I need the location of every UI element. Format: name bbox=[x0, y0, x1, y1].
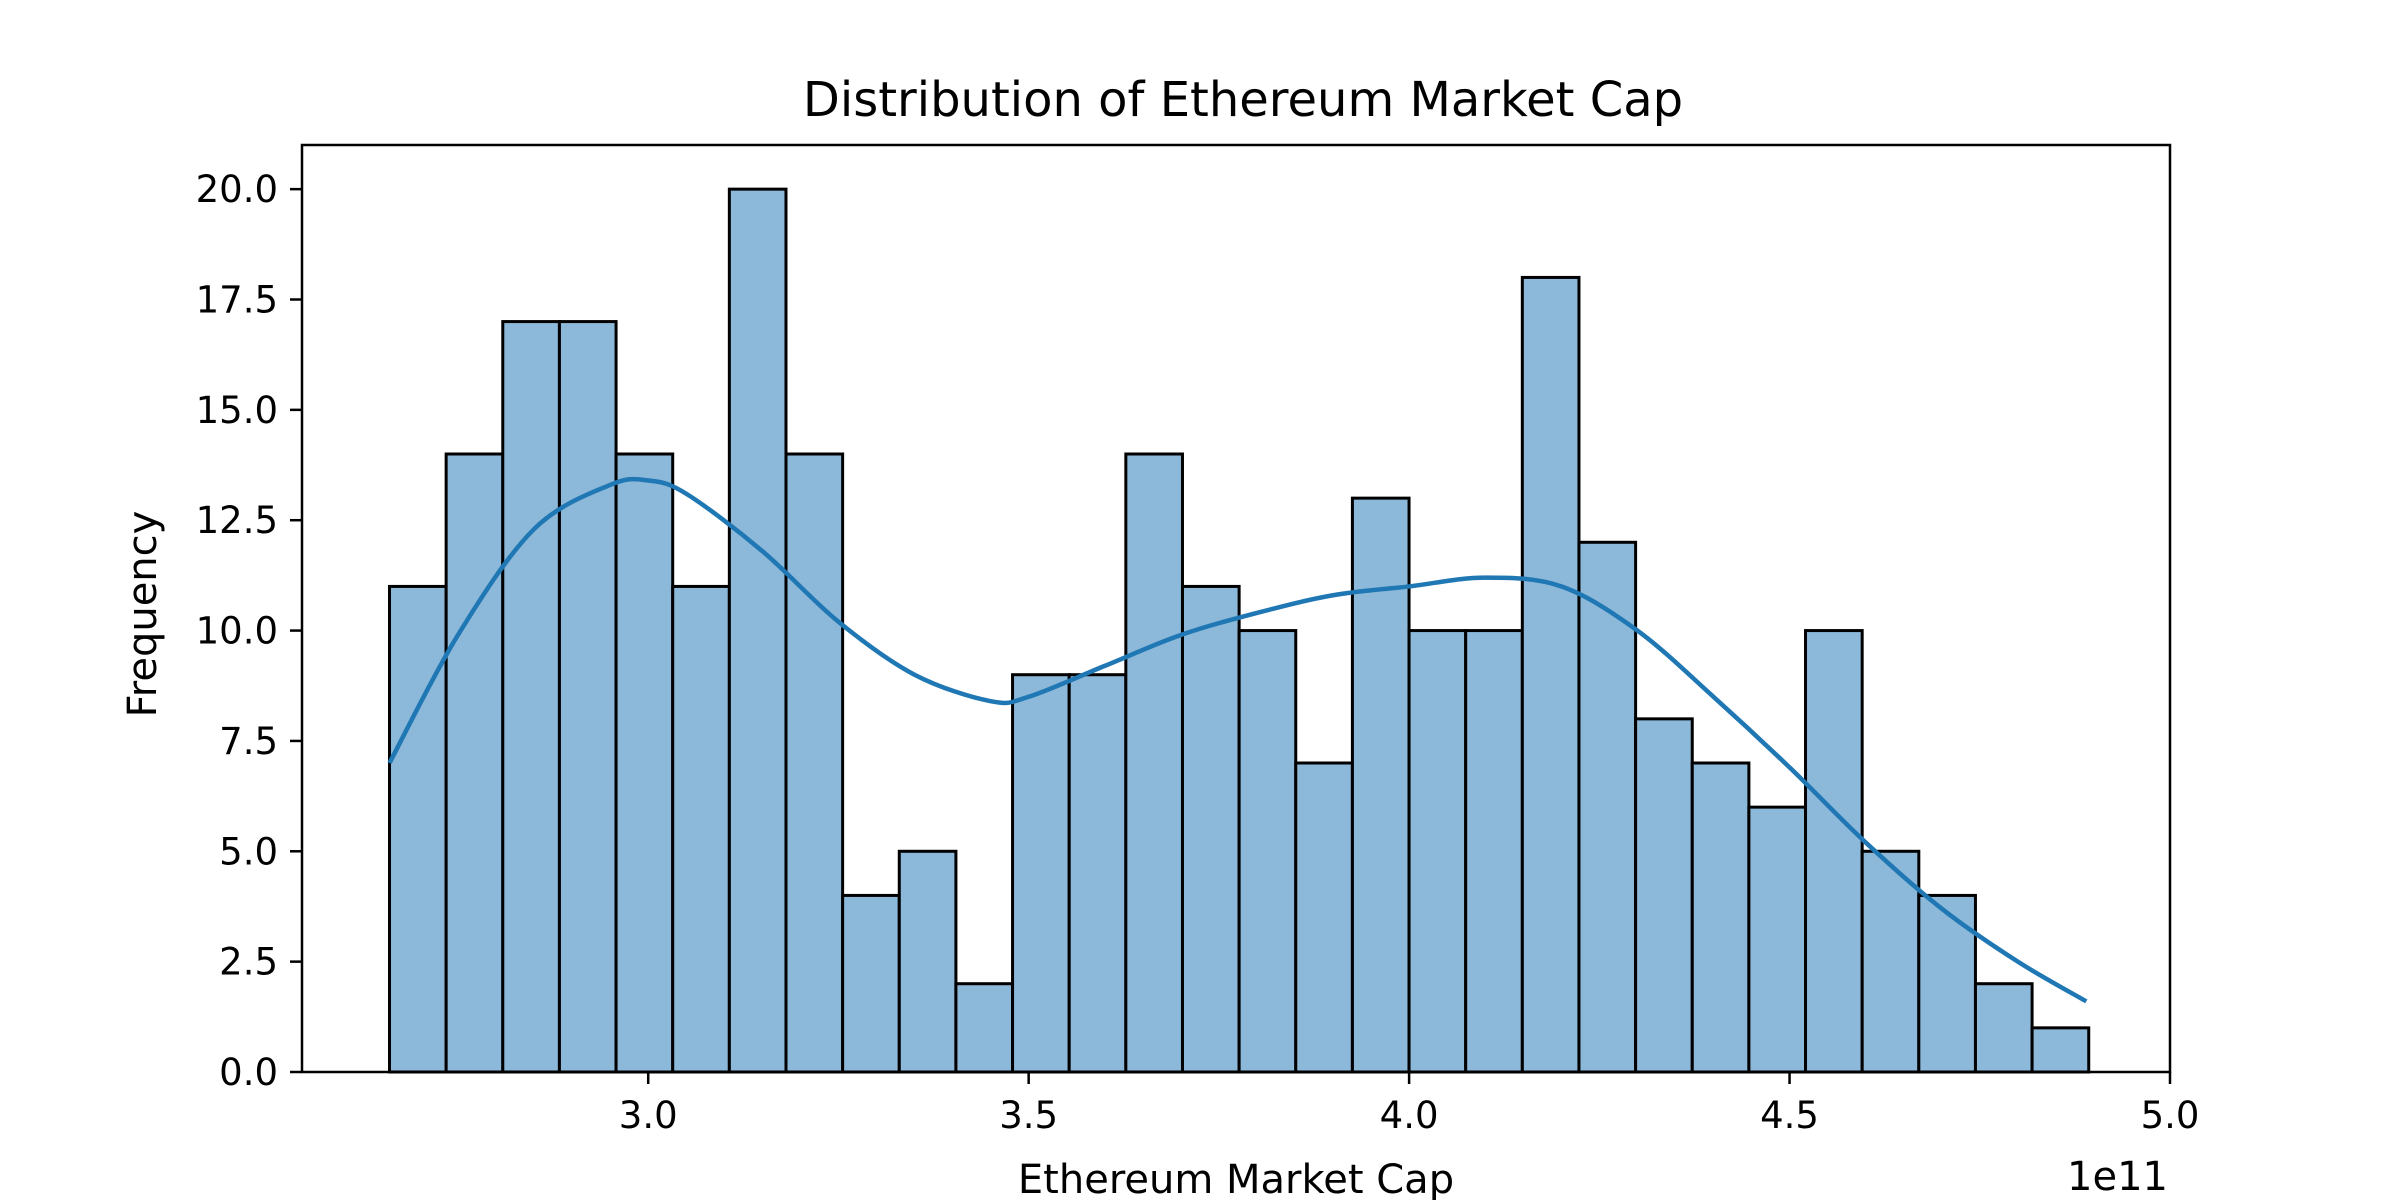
x-axis-ticks: 3.0 3.5 4.0 4.5 5.0 bbox=[619, 1072, 2200, 1137]
histogram-bar bbox=[1407, 629, 1468, 1074]
x-tick-label: 5.0 bbox=[2141, 1094, 2200, 1137]
y-tick-label: 15.0 bbox=[196, 389, 278, 432]
histogram-bar bbox=[1180, 584, 1241, 1074]
kde-curve-group bbox=[387, 476, 2088, 1004]
histogram-bar bbox=[501, 320, 561, 1074]
chart-title: Distribution of Ethereum Market Cap bbox=[803, 72, 1683, 128]
plot-frame bbox=[300, 143, 2172, 1074]
histogram-bar bbox=[1804, 629, 1864, 1074]
x-tick-label: 4.0 bbox=[1380, 1094, 1439, 1137]
x-tick-label: 3.5 bbox=[999, 1094, 1058, 1137]
y-tick-label: 10.0 bbox=[196, 610, 278, 653]
y-axis-ticks: 0.0 2.5 5.0 7.5 10.0 12.5 15.0 17.5 20.0 bbox=[196, 168, 302, 1094]
x-axis-title: Ethereum Market Cap bbox=[1018, 1157, 1454, 1200]
histogram-bar bbox=[388, 584, 448, 1074]
histogram-bar bbox=[727, 187, 788, 1074]
histogram-bar bbox=[1124, 452, 1184, 1074]
x-axis-offset-label: 1e11 bbox=[2067, 1154, 2168, 1200]
histogram-bar bbox=[1634, 717, 1694, 1074]
histogram-bar bbox=[1520, 275, 1581, 1074]
histogram-bar bbox=[1350, 496, 1411, 1074]
histogram-bar bbox=[1747, 805, 1808, 1074]
y-tick-label: 0.0 bbox=[219, 1051, 278, 1094]
histogram-bar bbox=[557, 320, 618, 1074]
histogram-bar bbox=[1294, 761, 1354, 1074]
histogram-bar bbox=[897, 849, 958, 1074]
histogram-bars bbox=[388, 187, 2091, 1074]
y-tick-label: 17.5 bbox=[196, 279, 278, 322]
y-tick-label: 7.5 bbox=[219, 720, 278, 763]
histogram-bar bbox=[784, 452, 845, 1074]
histogram-bar bbox=[841, 893, 901, 1074]
histogram-bar bbox=[1973, 982, 2034, 1074]
histogram-bar bbox=[614, 452, 675, 1074]
kde-line bbox=[387, 476, 2088, 1004]
histogram-bar bbox=[954, 982, 1015, 1074]
x-tick-label: 3.0 bbox=[619, 1094, 678, 1137]
histogram-bar bbox=[444, 452, 505, 1074]
histogram-bar bbox=[671, 584, 731, 1074]
y-tick-label: 12.5 bbox=[196, 499, 278, 542]
histogram-bar bbox=[1464, 629, 1524, 1074]
histogram-bar bbox=[1237, 629, 1298, 1074]
y-tick-label: 20.0 bbox=[196, 168, 278, 211]
x-tick-label: 4.5 bbox=[1760, 1094, 1819, 1137]
y-axis-title: Frequency bbox=[120, 511, 166, 718]
histogram-bar bbox=[1917, 893, 1977, 1074]
y-tick-label: 5.0 bbox=[219, 830, 278, 873]
y-tick-label: 2.5 bbox=[219, 941, 278, 984]
histogram-bar bbox=[1011, 673, 1071, 1074]
histogram-bar bbox=[1067, 673, 1128, 1074]
histogram-bar bbox=[1690, 761, 1751, 1074]
histogram-bar bbox=[2030, 1026, 2091, 1074]
